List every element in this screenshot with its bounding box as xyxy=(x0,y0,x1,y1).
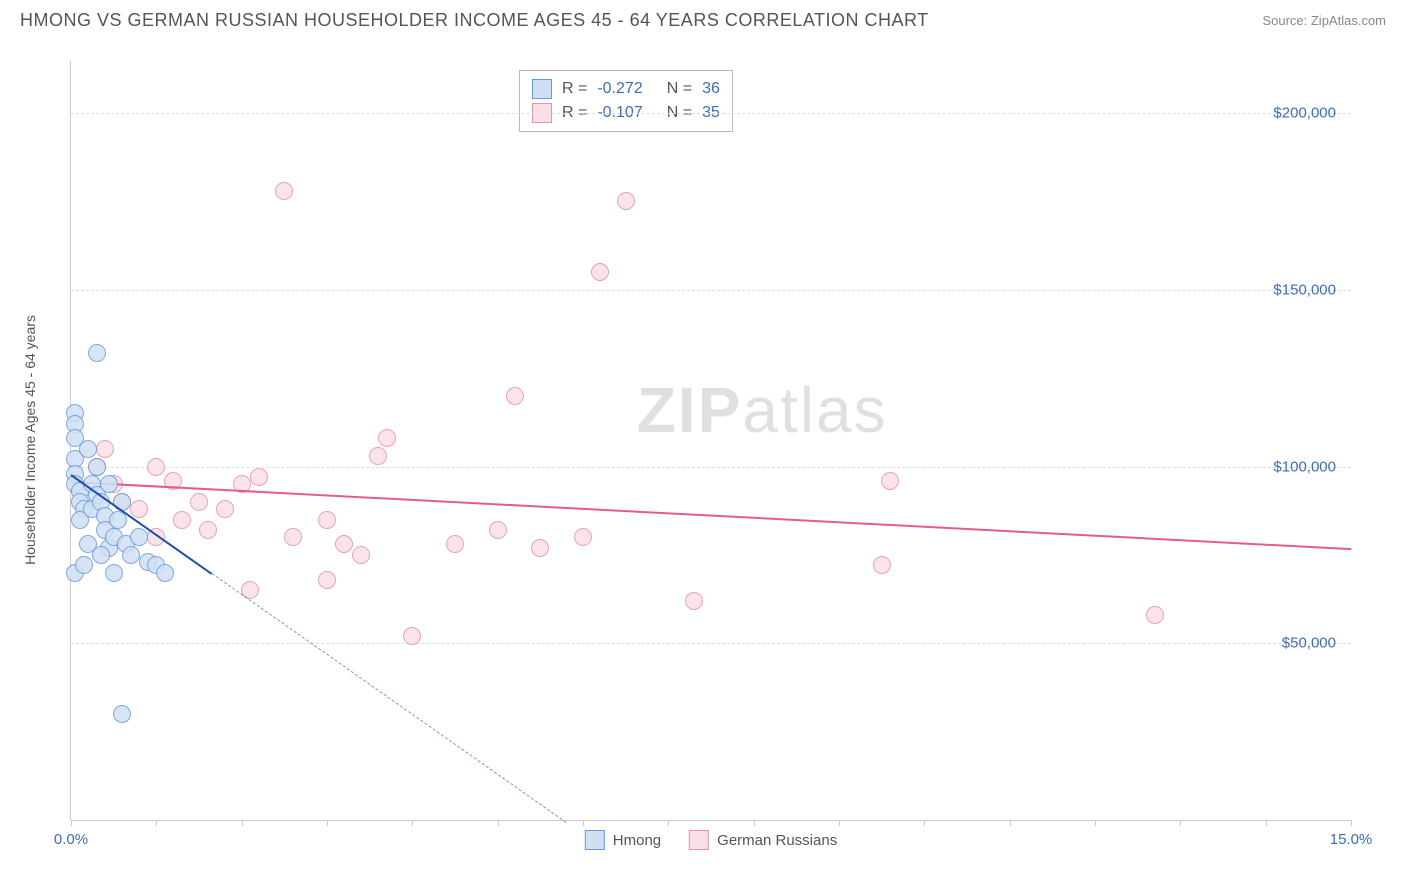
x-tick xyxy=(327,820,328,826)
watermark-bold: ZIP xyxy=(637,374,743,446)
data-point xyxy=(173,511,191,529)
y-axis-label: Householder Income Ages 45 - 64 years xyxy=(22,315,38,565)
scatter-chart: Householder Income Ages 45 - 64 years ZI… xyxy=(50,50,1370,830)
trend-line xyxy=(71,481,1351,550)
data-point xyxy=(446,535,464,553)
data-point xyxy=(489,521,507,539)
data-point xyxy=(96,440,114,458)
data-point xyxy=(275,182,293,200)
legend-item: Hmong xyxy=(585,830,661,850)
data-point xyxy=(122,546,140,564)
data-point xyxy=(156,564,174,582)
data-point xyxy=(100,475,118,493)
data-point xyxy=(88,458,106,476)
data-point xyxy=(113,705,131,723)
r-label: R = xyxy=(562,80,587,98)
plot-area: ZIPatlas R = -0.272N = 36R = -0.107N = 3… xyxy=(70,60,1351,821)
trend-line-extrapolated xyxy=(212,573,567,823)
x-tick xyxy=(1095,820,1096,826)
data-point xyxy=(190,493,208,511)
data-point xyxy=(318,571,336,589)
x-tick xyxy=(1010,820,1011,826)
legend-swatch xyxy=(689,830,709,850)
x-tick xyxy=(242,820,243,826)
legend-swatch xyxy=(585,830,605,850)
data-point xyxy=(75,556,93,574)
data-point xyxy=(617,192,635,210)
gridline xyxy=(71,643,1351,644)
correlation-row: R = -0.272 N = 36 xyxy=(532,77,720,101)
y-tick-label: $50,000 xyxy=(1282,635,1336,652)
x-tick-label: 0.0% xyxy=(54,831,88,848)
gridline xyxy=(71,467,1351,468)
legend-item: German Russians xyxy=(689,830,837,850)
series-legend: Hmong German Russians xyxy=(585,830,837,850)
data-point xyxy=(685,592,703,610)
r-value: -0.272 xyxy=(597,80,642,98)
data-point xyxy=(318,511,336,529)
data-point xyxy=(352,546,370,564)
data-point xyxy=(284,528,302,546)
data-point xyxy=(403,627,421,645)
data-point xyxy=(130,500,148,518)
x-tick xyxy=(1180,820,1181,826)
data-point xyxy=(873,556,891,574)
data-point xyxy=(369,447,387,465)
source-label: Source: ZipAtlas.com xyxy=(1262,13,1386,28)
y-tick-label: $100,000 xyxy=(1273,458,1336,475)
data-point xyxy=(591,263,609,281)
x-tick xyxy=(839,820,840,826)
watermark: ZIPatlas xyxy=(637,373,888,447)
x-tick xyxy=(71,820,72,826)
n-label: N = xyxy=(667,80,692,98)
x-tick-label: 15.0% xyxy=(1330,831,1373,848)
data-point xyxy=(506,387,524,405)
data-point xyxy=(531,539,549,557)
data-point xyxy=(574,528,592,546)
data-point xyxy=(378,429,396,447)
x-tick xyxy=(924,820,925,826)
legend-swatch xyxy=(532,79,552,99)
correlation-legend: R = -0.272N = 36R = -0.107N = 35 xyxy=(519,70,733,132)
data-point xyxy=(79,440,97,458)
data-point xyxy=(335,535,353,553)
data-point xyxy=(216,500,234,518)
x-tick xyxy=(498,820,499,826)
legend-label: Hmong xyxy=(613,832,661,849)
gridline xyxy=(71,113,1351,114)
data-point xyxy=(105,564,123,582)
y-tick-label: $200,000 xyxy=(1273,105,1336,122)
x-tick xyxy=(1351,820,1352,826)
legend-label: German Russians xyxy=(717,832,837,849)
watermark-light: atlas xyxy=(742,374,887,446)
n-value: 36 xyxy=(702,80,720,98)
data-point xyxy=(1146,606,1164,624)
y-tick-label: $150,000 xyxy=(1273,281,1336,298)
x-tick xyxy=(583,820,584,826)
data-point xyxy=(881,472,899,490)
data-point xyxy=(199,521,217,539)
data-point xyxy=(130,528,148,546)
data-point xyxy=(92,546,110,564)
data-point xyxy=(88,344,106,362)
data-point xyxy=(147,458,165,476)
x-tick xyxy=(1266,820,1267,826)
gridline xyxy=(71,290,1351,291)
x-tick xyxy=(754,820,755,826)
x-tick xyxy=(412,820,413,826)
x-tick xyxy=(668,820,669,826)
data-point xyxy=(250,468,268,486)
x-tick xyxy=(156,820,157,826)
chart-title: HMONG VS GERMAN RUSSIAN HOUSEHOLDER INCO… xyxy=(20,10,929,31)
